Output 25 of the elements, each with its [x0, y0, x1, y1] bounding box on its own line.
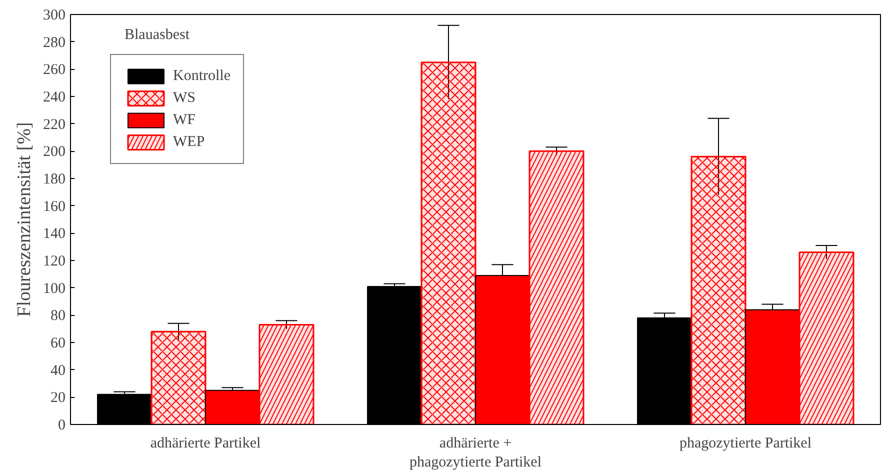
x-tick-label: adhärierte Partikel: [150, 436, 261, 452]
y-tick-label: 200: [43, 144, 66, 160]
y-tick-label: 20: [50, 390, 66, 406]
legend-label: WS: [173, 90, 196, 106]
legend-label: Kontrolle: [173, 68, 230, 84]
y-tick-label: 280: [43, 34, 66, 51]
legend-label: WEP: [173, 134, 205, 150]
y-tick-label: 0: [58, 418, 66, 434]
y-tick-label: 140: [43, 226, 66, 242]
y-tick-label: 100: [43, 280, 66, 297]
y-axis-title: Floureszenzintensität [%]: [14, 122, 35, 317]
y-tick-label: 260: [43, 62, 66, 78]
y-tick-label: 300: [43, 8, 66, 24]
annotation: Blauasbest: [124, 27, 190, 44]
y-tick-label: 80: [50, 308, 66, 324]
y-tick-label: 240: [43, 90, 66, 106]
y-tick-label: 40: [50, 362, 66, 379]
y-tick-label: 220: [43, 116, 66, 133]
x-tick-label: adhärierte + phagozytierte Partikel: [409, 436, 542, 471]
legend-label: WF: [173, 112, 196, 128]
y-tick-label: 60: [50, 336, 66, 352]
y-tick-label: 120: [43, 254, 66, 270]
y-tick-label: 160: [43, 198, 66, 215]
x-tick-label: phagozytierte Partikel: [679, 436, 812, 452]
y-tick-label: 180: [43, 172, 66, 188]
